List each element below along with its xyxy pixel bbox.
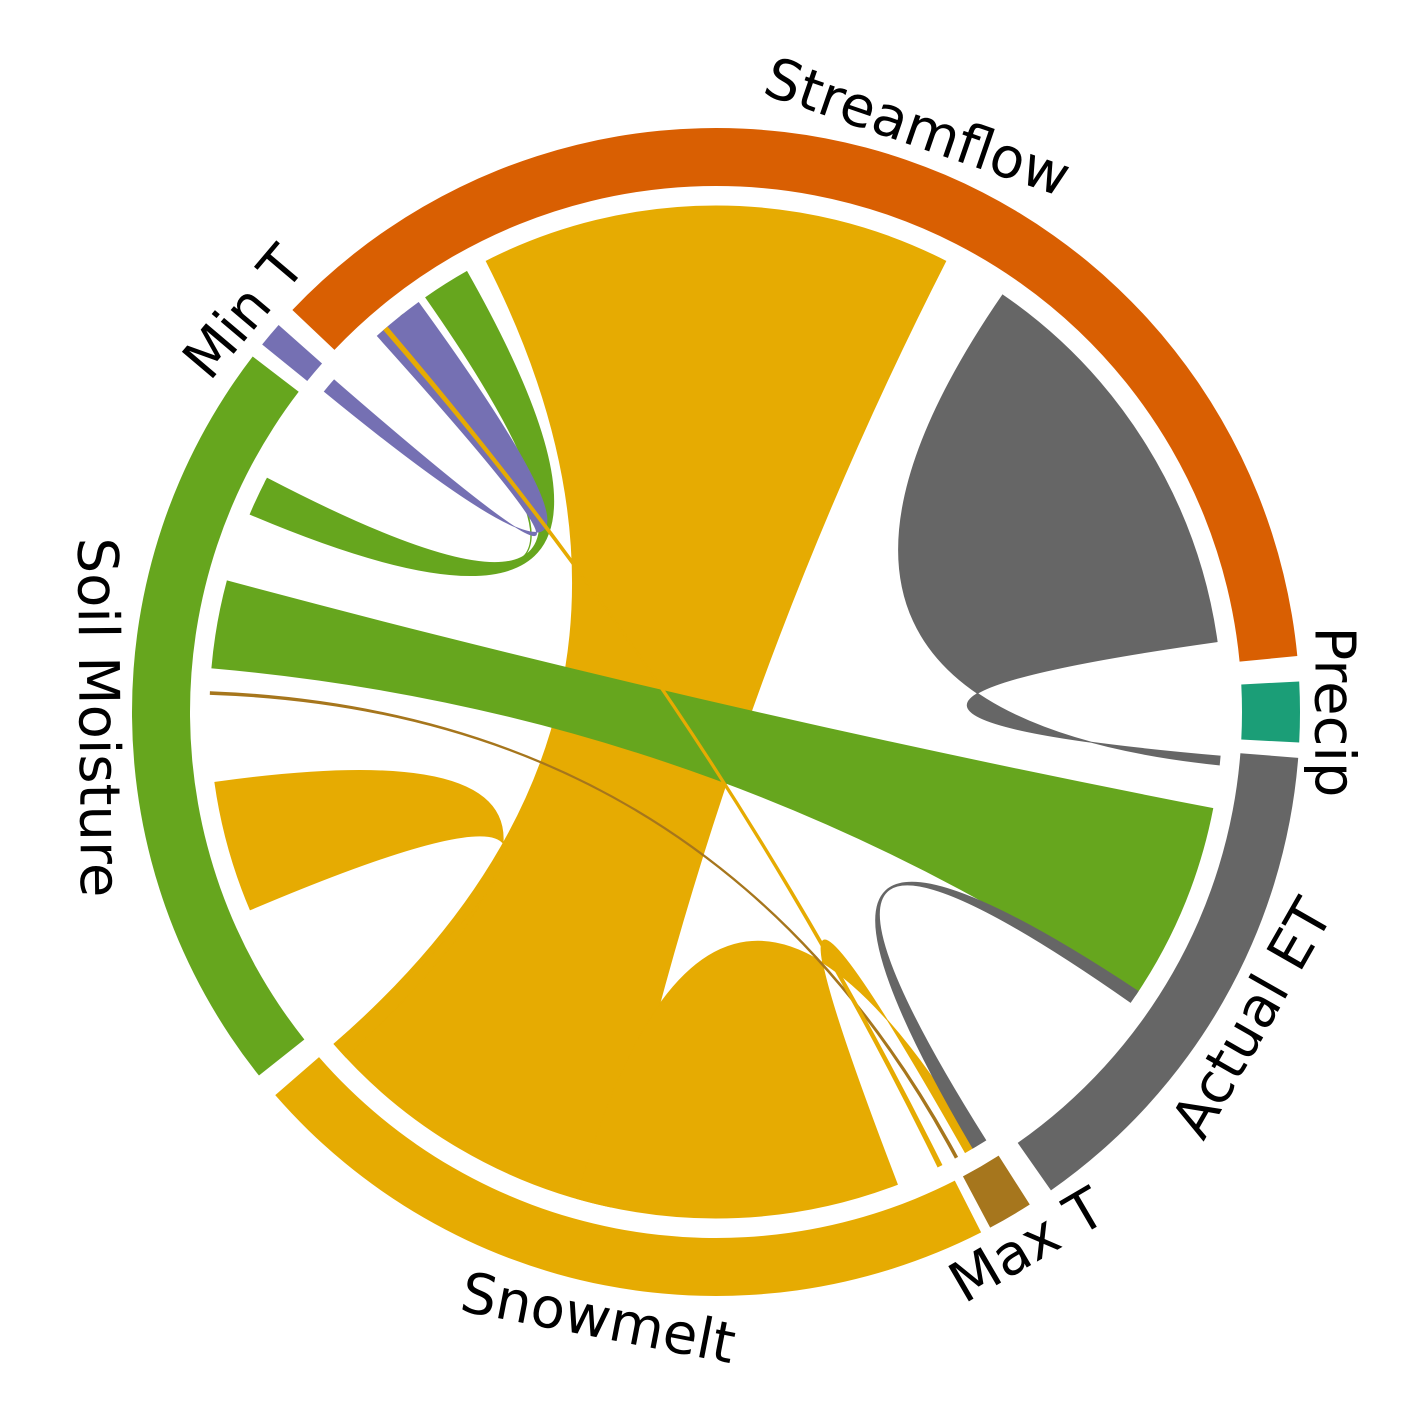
chord-link-snowmelt-to-streamflow [383,326,943,1168]
chord-link-snowmelt-to-soil_moisture [214,770,507,1058]
node-arc-max_t [962,1155,1030,1228]
node-arc-snowmelt [275,1057,982,1297]
node-arc-precip [1241,681,1301,743]
node-label-soil_moisture: Soil Moisture [64,537,132,897]
node-label-precip: Precip [1302,627,1367,798]
node-arc-soil_moisture [131,356,305,1076]
chord-link-min_t-to-streamflow [323,301,548,537]
node-arc-min_t [262,325,323,381]
node-arc-actual_et [1017,753,1299,1191]
node-arcs [131,127,1301,1297]
node-arc-streamflow [292,127,1298,662]
chord-link-soil_moisture-to-actual_et [211,580,1214,996]
chord-link-snowmelt-to-max_t [575,939,978,1219]
chord-link-actual_et-to-max_t [875,881,1139,1149]
chord-links [209,205,1221,1219]
chord-link-actual_et-to-streamflow [898,294,1221,766]
node-label-max_t: Max T [938,1175,1116,1316]
chord-link-soil_moisture-to-streamflow [249,270,555,576]
